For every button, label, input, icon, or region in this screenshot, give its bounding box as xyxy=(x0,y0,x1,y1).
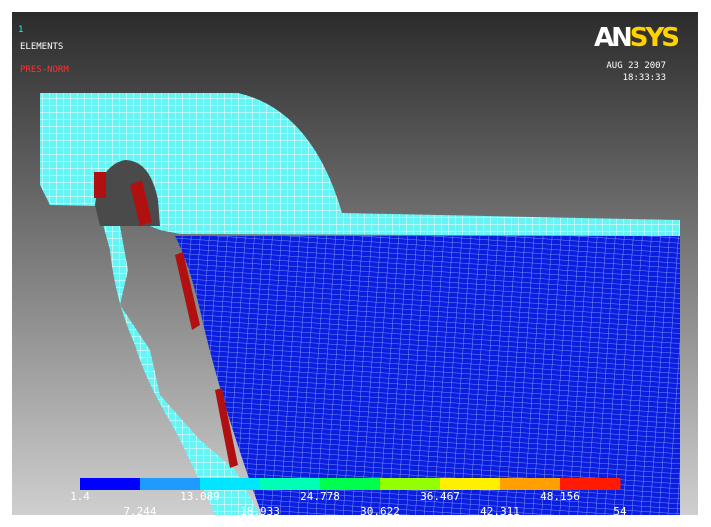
legend-swatch xyxy=(140,478,201,490)
legend-swatch xyxy=(80,478,141,490)
legend-label: 30.622 xyxy=(360,505,400,518)
mesh-blue xyxy=(175,236,680,515)
legend-swatch xyxy=(440,478,501,490)
legend-swatch xyxy=(260,478,321,490)
logo: ANSYS xyxy=(594,23,680,53)
legend-label: 48.156 xyxy=(540,490,580,503)
legend-label: 42.311 xyxy=(480,505,520,518)
legend-label: 54 xyxy=(613,505,627,518)
viewport-index: 1 xyxy=(18,25,23,35)
legend-label: 18.933 xyxy=(240,505,280,518)
legend-swatch xyxy=(200,478,261,490)
result-label: PRES-NORM xyxy=(20,65,69,75)
legend-swatch xyxy=(320,478,381,490)
time: 18:33:33 xyxy=(623,73,666,83)
screen: 1 ELEMENTS PRES-NORM ANSYS AUG 23 2007 1… xyxy=(0,0,711,527)
legend-label: 13.089 xyxy=(180,490,220,503)
legend-swatch xyxy=(380,478,441,490)
legend-label: 24.778 xyxy=(300,490,340,503)
legend-label: 1.4 xyxy=(70,490,90,503)
legend-swatch xyxy=(560,478,621,490)
contact-red xyxy=(94,172,106,198)
viewport-mode: ELEMENTS xyxy=(20,42,63,52)
legend-label: 7.244 xyxy=(123,505,156,518)
legend-label: 36.467 xyxy=(420,490,460,503)
date: AUG 23 2007 xyxy=(606,61,666,71)
legend-swatch xyxy=(500,478,561,490)
